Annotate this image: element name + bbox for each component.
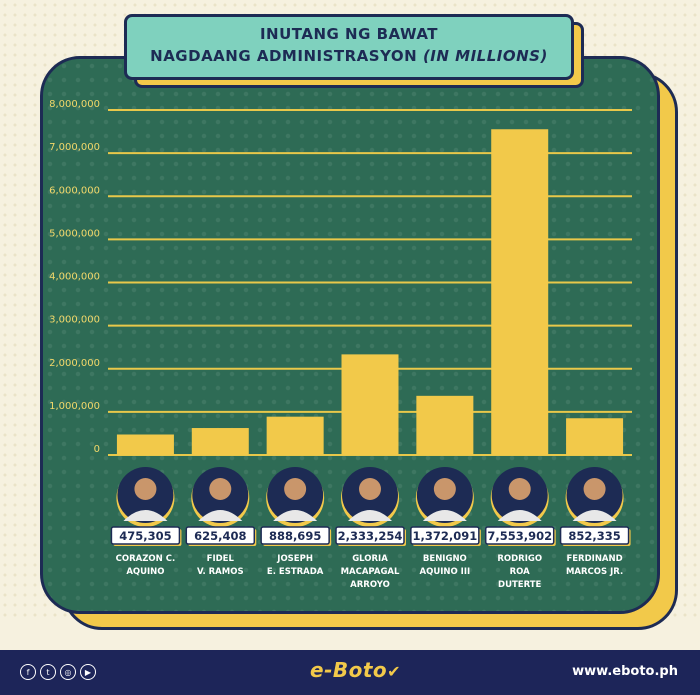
value-label-box xyxy=(484,526,555,545)
value-label-box xyxy=(110,526,181,545)
value-label: 1,372,091 xyxy=(412,529,477,543)
y-tick-label: 1,000,000 xyxy=(49,401,100,412)
chart-title: INUTANG NG BAWAT NAGDAANG ADMINISTRASYON… xyxy=(124,14,574,80)
category-label: ARROYO xyxy=(350,580,390,590)
value-label: 625,408 xyxy=(194,529,246,543)
value-label: 852,335 xyxy=(568,529,620,543)
category-label: CORAZON C. xyxy=(116,554,176,564)
portrait-shoulders xyxy=(123,510,168,521)
category-label: MACAPAGAL xyxy=(341,567,400,577)
value-label: 888,695 xyxy=(269,529,321,543)
category-label: ROA xyxy=(510,567,531,577)
y-tick-label: 2,000,000 xyxy=(49,358,100,369)
category-label: MARCOS JR. xyxy=(566,567,623,577)
category-label: DUTERTE xyxy=(498,580,542,590)
value-label-box xyxy=(185,526,256,545)
bar xyxy=(266,416,324,455)
category-label: GLORIA xyxy=(352,554,388,564)
title-unit: (IN MILLIONS) xyxy=(422,47,548,65)
bar-chart: 0 1,000,000 2,000,000 3,000,000 4,000,000 5,0… xyxy=(49,99,632,590)
portrait-face xyxy=(508,478,531,500)
portrait-shoulders xyxy=(198,510,243,521)
portrait-shoulders xyxy=(273,510,318,521)
portrait-face xyxy=(359,478,381,500)
y-tick-label: 5,000,000 xyxy=(49,228,100,239)
value-label-box xyxy=(260,526,330,545)
category-label: E. ESTRADA xyxy=(267,567,324,577)
bar xyxy=(116,434,174,455)
category-label: AQUINO III xyxy=(420,567,471,577)
check-icon: ✔ xyxy=(387,662,402,681)
bar xyxy=(491,129,549,455)
portrait-shoulders xyxy=(422,510,467,521)
title-line-2-main: NAGDAANG ADMINISTRASYON xyxy=(150,47,418,65)
portrait-shoulders xyxy=(572,510,617,521)
category-label: FERDINAND xyxy=(566,554,622,564)
footer: f t ◎ ▶ e-Boto✔ www.eboto.ph xyxy=(0,650,700,695)
category-label: JOSEPH xyxy=(276,554,313,564)
portrait-shoulders xyxy=(497,510,542,521)
youtube-icon[interactable]: ▶ xyxy=(80,664,96,680)
y-tick-label: 4,000,000 xyxy=(49,272,100,283)
portrait-face xyxy=(134,478,157,500)
bar xyxy=(416,395,474,455)
category-label: V. RAMOS xyxy=(197,567,244,577)
category-label: BENIGNO xyxy=(423,554,467,564)
instagram-icon[interactable]: ◎ xyxy=(60,664,76,680)
facebook-icon[interactable]: f xyxy=(20,664,36,680)
y-tick-label: 6,000,000 xyxy=(49,185,100,196)
value-label: 2,333,254 xyxy=(338,529,403,543)
value-label-box xyxy=(335,526,405,545)
bar xyxy=(566,418,624,455)
category-label: AQUINO xyxy=(126,567,164,577)
value-label: 7,553,902 xyxy=(487,529,552,543)
y-tick-label: 0 xyxy=(94,444,100,455)
y-tick-label: 3,000,000 xyxy=(49,315,100,326)
bar xyxy=(191,428,249,455)
title-line-2: NAGDAANG ADMINISTRASYON (IN MILLIONS) xyxy=(127,47,571,65)
portrait-face xyxy=(284,478,307,500)
y-tick-label: 7,000,000 xyxy=(49,142,100,153)
title-line-1: INUTANG NG BAWAT xyxy=(259,25,439,43)
portrait-face xyxy=(433,478,456,500)
portrait-shoulders xyxy=(348,510,392,521)
social-links: f t ◎ ▶ xyxy=(20,664,96,680)
y-tick-label: 8,000,000 xyxy=(49,99,100,110)
value-label-box xyxy=(559,526,630,545)
category-label: RODRIGO xyxy=(497,554,542,564)
category-label: FIDEL xyxy=(207,554,235,564)
portrait-face xyxy=(583,478,606,500)
twitter-icon[interactable]: t xyxy=(40,664,56,680)
bar xyxy=(341,354,399,455)
brand-logo: e-Boto✔ xyxy=(310,658,401,682)
website-link[interactable]: www.eboto.ph xyxy=(572,664,678,679)
portrait-face xyxy=(209,478,232,500)
brand-name: e-Boto xyxy=(310,658,388,682)
value-label: 475,305 xyxy=(119,529,171,543)
value-label-box xyxy=(410,526,480,545)
